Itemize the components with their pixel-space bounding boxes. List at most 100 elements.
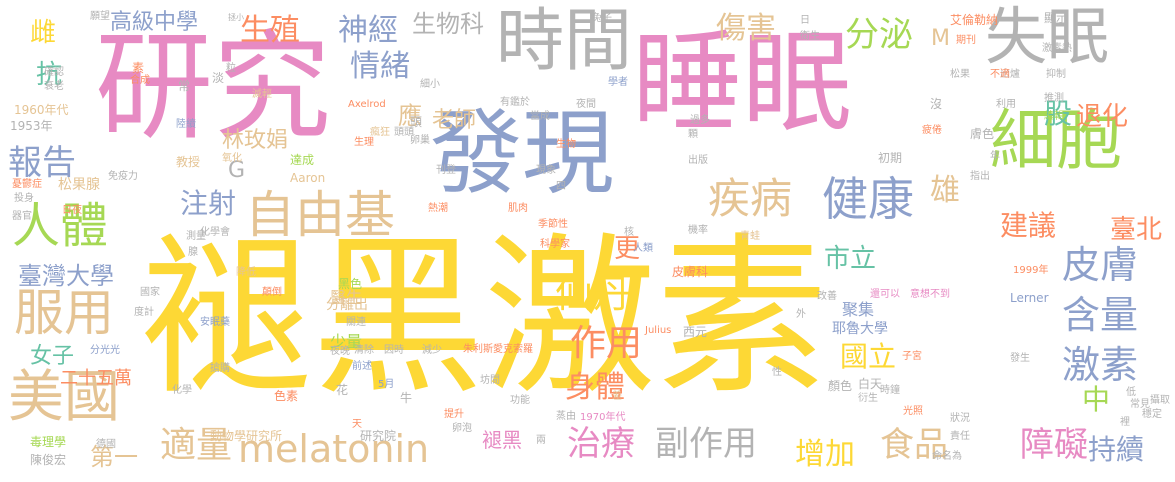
word-function: 功能	[510, 395, 530, 406]
word-intake: 攝取	[1150, 395, 1170, 406]
word-successively: 陸續	[176, 119, 196, 130]
word-humankind: 人類	[633, 243, 653, 254]
word-sleep: 睡眠	[632, 19, 852, 147]
word-situation: 狀況	[950, 413, 970, 424]
word-synthesize: 合成	[130, 75, 150, 86]
word-phenomenon: 現象	[536, 165, 556, 176]
word-night-time: 夜間	[576, 99, 596, 110]
word-disease: 疾病	[708, 174, 793, 223]
word-stable: 穩定	[1142, 409, 1162, 420]
word-day: 日	[800, 15, 810, 26]
word-female: 雌	[30, 18, 57, 48]
word-scholar: 學者	[608, 77, 628, 88]
word-flower: 花	[336, 383, 349, 397]
word-aging: 衰老	[44, 81, 64, 92]
word-grain: 顆	[688, 129, 698, 140]
word-nature: 性	[772, 367, 782, 378]
word-publish: 出版	[688, 155, 708, 166]
word-first: 第一	[90, 443, 138, 471]
word-difference: 差	[612, 391, 622, 402]
word-axelrod-zh: 朱利斯愛克索羅	[463, 344, 533, 355]
word-head: 頭	[410, 115, 423, 129]
word-edit: 編輯	[1044, 111, 1064, 122]
word-middle: 中	[1082, 383, 1111, 416]
word-lighten: 滅輕	[252, 89, 272, 100]
word-reproduction: 生殖	[240, 13, 300, 48]
word-report: 報告	[8, 143, 76, 183]
word-uterus: 子宮	[902, 351, 922, 362]
word-physiology: 生理	[354, 137, 374, 148]
word-treatment: 治療	[567, 424, 635, 464]
word-professor: 教授	[176, 155, 201, 169]
word-municipal: 市立	[824, 244, 877, 274]
word-confirm: 確認	[44, 67, 64, 78]
word-institute: 研究院	[360, 429, 397, 443]
word-seasonal: 季節性	[538, 219, 568, 230]
word-wish: 願望	[90, 11, 110, 22]
word-two: 兩	[536, 435, 546, 446]
word-doctor: 醫生	[330, 288, 363, 307]
word-regard-as: 當成	[530, 111, 550, 122]
word-journal: 期刊	[956, 35, 976, 46]
word-teacher: 老師	[432, 108, 477, 133]
word-muscle: 肌肉	[508, 203, 528, 214]
word-gather: 聚集	[842, 300, 875, 319]
word-in-view: 有鑑於	[500, 97, 530, 108]
word-via: 蒸由	[556, 411, 576, 422]
word-achieve: 達成	[290, 153, 315, 167]
word-side-effect: 副作用	[655, 424, 757, 464]
word-improve: 改善	[817, 291, 837, 302]
word-discomfort: 不適	[990, 69, 1010, 80]
word-element: 素	[132, 61, 145, 75]
word-rush-buy: 搶購	[210, 363, 230, 374]
word-body: 身體	[565, 370, 625, 405]
word-harm: 傷害	[716, 11, 776, 46]
word-ad: 西元	[683, 325, 708, 339]
word-depression: 憂鬱症	[12, 179, 42, 190]
word-usa: 美國	[8, 365, 120, 430]
word-daytime: 白天	[858, 377, 883, 391]
word-hygiene: 衛生	[800, 31, 820, 42]
word-effect: 作用	[570, 323, 643, 364]
word-inside: 裡	[1120, 417, 1130, 428]
word-frog: 青蛙	[740, 231, 760, 242]
word-print: 刊登	[436, 165, 456, 176]
word-tiny: 細小	[420, 79, 440, 90]
word-four: 四	[556, 181, 566, 192]
word-black: 黑色	[338, 277, 363, 291]
word-male: 雄	[930, 173, 960, 208]
word-lerner: Lerner	[1010, 291, 1049, 305]
word-outside: 外	[796, 309, 806, 320]
word-cow: 牛	[400, 391, 413, 405]
word-clear: 清除	[354, 345, 374, 356]
word-use: 利用	[996, 99, 1016, 110]
word-g: G	[228, 158, 246, 183]
word-aforesaid: 前述	[352, 361, 372, 372]
word-craze: 熱潮	[428, 203, 448, 214]
word-degenerate: 退化	[1076, 102, 1129, 132]
word-1960s: 1960年代	[14, 103, 69, 117]
word-disorder: 障礙	[1020, 425, 1088, 465]
word-m: M	[931, 26, 950, 51]
word-taipei: 臺北	[1110, 215, 1163, 245]
word-take: 服用	[14, 284, 114, 342]
word-year: 年	[990, 151, 1000, 162]
word-sleeping-pill: 安眠藥	[200, 317, 230, 328]
word-aaron-lerner: 艾倫勒納	[950, 13, 999, 27]
word-probability: 機率	[688, 225, 708, 236]
word-secretion: 分泌	[845, 15, 913, 55]
word-common: 常見	[1130, 399, 1150, 410]
word-stock: 股	[1044, 97, 1073, 130]
word-pineal: 松果腺	[58, 177, 100, 193]
word-faint: 淡	[212, 71, 225, 85]
word-country: 國家	[140, 287, 160, 298]
word-head-b: 頭頭	[394, 127, 414, 138]
word-dermatology: 皮膚科	[672, 265, 709, 279]
word-spectrophotometer-a: 分光光	[90, 345, 120, 356]
word-chen: 陳俊宏	[30, 453, 67, 467]
word-early: 初期	[878, 151, 903, 165]
word-speculate: 推測	[1044, 93, 1064, 104]
word-organ: 器官	[12, 211, 32, 222]
word-follicle: 卵泡	[452, 423, 472, 434]
word-market: 坊間	[480, 375, 500, 386]
